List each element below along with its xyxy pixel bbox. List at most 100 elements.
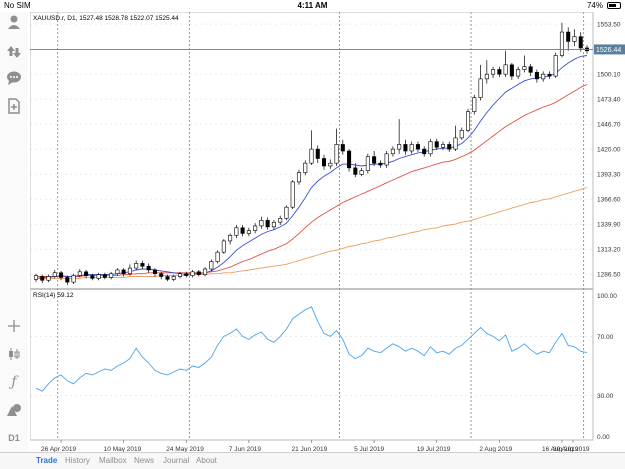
candle [278, 215, 283, 225]
candle [203, 267, 208, 277]
candle [553, 52, 558, 78]
candle-body [203, 268, 208, 275]
price-tick-label: 1446.70 [597, 122, 621, 129]
tab-journal[interactable]: Journal [163, 456, 190, 465]
candle [534, 69, 539, 83]
candle-body [171, 276, 176, 280]
date-tick-label: 5 Jul 2019 [354, 446, 384, 452]
candle [121, 268, 126, 277]
candle [478, 64, 483, 101]
price-chart[interactable]: 1526.44 XAUUSD.r, D1, 1527.48 1528.78 15… [29, 11, 625, 453]
chat-icon[interactable] [6, 70, 22, 86]
candle [459, 127, 464, 140]
tab-about[interactable]: About [196, 456, 217, 465]
candle-body [315, 148, 320, 159]
candle [484, 60, 489, 84]
candle-body [509, 64, 514, 77]
candle [390, 146, 395, 157]
candle [184, 271, 189, 278]
candle [334, 128, 339, 166]
candle [497, 66, 502, 78]
price-tick-label: 1500.10 [597, 72, 621, 79]
candle [572, 29, 577, 47]
candle-body [403, 144, 408, 152]
candle [559, 22, 564, 58]
candle [59, 270, 64, 281]
tab-news[interactable]: News [134, 456, 155, 465]
candle-body [303, 162, 308, 173]
candle [528, 63, 533, 77]
candle-body [284, 206, 289, 219]
candle [221, 239, 226, 255]
candle [309, 130, 314, 166]
candle-body [459, 130, 464, 139]
rsi-tick-label: 30.00 [597, 393, 614, 400]
candle-body [109, 273, 114, 278]
candle-body [384, 153, 389, 166]
candle [40, 274, 45, 284]
candle-body [228, 234, 233, 242]
chart-type-icon[interactable] [6, 346, 22, 362]
battery-icon [607, 2, 621, 9]
candle [359, 167, 364, 177]
candle-body [547, 73, 552, 77]
candle [234, 224, 239, 239]
candle-body [215, 251, 220, 262]
objects-icon[interactable] [6, 402, 22, 418]
timeframe-label[interactable]: D1 [8, 433, 20, 443]
candle [265, 217, 270, 230]
price-tick-label: 1313.20 [597, 247, 621, 254]
candle-body [271, 221, 276, 228]
candle [246, 227, 251, 237]
candle [177, 271, 183, 279]
candle-body [491, 69, 496, 75]
candle-body [466, 111, 471, 131]
tab-history[interactable]: History [65, 456, 90, 465]
current-price-box [594, 44, 625, 55]
tab-mailbox[interactable]: Mailbox [99, 456, 127, 465]
price-tick-label: 1286.50 [597, 272, 621, 279]
candle-body [77, 271, 82, 276]
candle [290, 180, 295, 210]
candle [65, 275, 70, 285]
candle-body [522, 66, 527, 70]
chart-area[interactable]: 1526.44 XAUUSD.r, D1, 1527.48 1528.78 15… [29, 11, 625, 453]
document-add-icon[interactable] [6, 98, 22, 114]
candle [84, 269, 89, 279]
candle-body [177, 273, 183, 277]
candle-body [40, 276, 45, 281]
account-icon[interactable] [6, 14, 22, 30]
candle [491, 66, 496, 78]
candle [271, 220, 276, 230]
candle-body [353, 167, 358, 175]
trade-arrows-icon[interactable] [6, 44, 22, 60]
crosshair-icon[interactable] [6, 318, 22, 334]
candle-body [422, 148, 427, 155]
candle-body [253, 225, 258, 231]
candle-body [372, 156, 377, 164]
candle-body [296, 172, 301, 183]
ma-fast-line [35, 55, 588, 279]
indicators-icon[interactable]: ƒ [11, 374, 17, 390]
price-tick-label: 1393.30 [597, 172, 621, 179]
candle [228, 233, 233, 245]
candle-body [378, 162, 383, 166]
candle-body [434, 141, 439, 148]
candle-body [290, 181, 295, 208]
candle [522, 55, 527, 73]
candle-body [559, 31, 564, 56]
candle-body [566, 31, 571, 42]
candle-body [541, 73, 546, 80]
candle-body [265, 220, 270, 228]
candle [409, 141, 414, 154]
date-tick-label: 2 Aug 2019 [479, 446, 512, 452]
tab-trade[interactable]: Trade [36, 456, 58, 465]
candle [434, 138, 439, 151]
candle-body [259, 220, 264, 227]
candle [384, 151, 389, 168]
candle-body [453, 137, 458, 150]
candle [77, 269, 82, 278]
date-tick-label: 21 Jun 2019 [292, 446, 328, 452]
price-tick-label: 1366.60 [597, 197, 621, 204]
candle [509, 62, 514, 80]
